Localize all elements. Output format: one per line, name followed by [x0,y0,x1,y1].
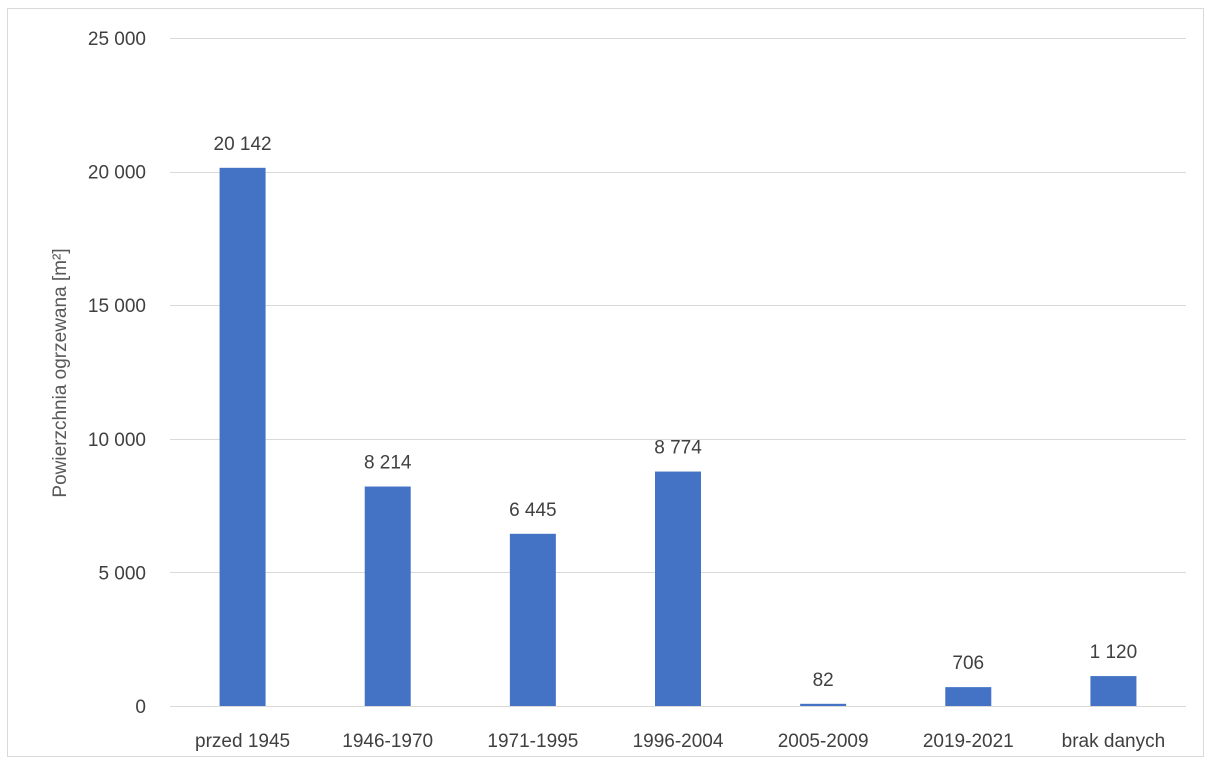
bar [800,703,847,706]
y-axis-ticks: 0 5 000 10 000 15 000 20 000 25 000 [88,29,146,718]
x-tick-label: 1946-1970 [342,731,433,752]
data-label: 706 [952,653,984,674]
x-tick-label: 1971-1995 [487,731,578,752]
gridlines [170,38,1186,707]
y-tick-label: 5 000 [98,563,146,584]
y-tick-label: 25 000 [88,29,146,50]
y-tick-label: 15 000 [88,296,146,317]
x-axis-ticks: przed 1945 1946-1970 1971-1995 1996-2004 200… [195,731,1165,752]
data-label: 82 [813,670,834,691]
bar [219,167,266,706]
x-tick-label: 1996-2004 [633,731,724,752]
bars [219,167,1137,706]
x-tick-label: przed 1945 [195,731,290,752]
x-tick-label: 2005-2009 [778,731,869,752]
bar [655,471,701,706]
data-label: 6 445 [509,500,557,521]
data-label: 1 120 [1090,642,1138,663]
x-tick-label: 2019-2021 [923,731,1014,752]
data-label: 8 214 [364,453,412,474]
bar [1090,676,1137,706]
data-label: 20 142 [214,134,272,155]
x-tick-label: brak danych [1062,731,1166,752]
bar [364,486,411,706]
data-labels: 20 142 8 214 6 445 8 774 82 706 1 120 [214,134,1138,691]
chart-border [7,8,1204,757]
bar [945,687,992,706]
y-tick-label: 0 [135,697,146,718]
y-tick-label: 20 000 [88,163,146,184]
y-axis-label: Powierzchnia ogrzewana [m²] [50,248,71,497]
bar [509,533,556,706]
y-tick-label: 10 000 [88,430,146,451]
data-label: 8 774 [654,438,702,459]
